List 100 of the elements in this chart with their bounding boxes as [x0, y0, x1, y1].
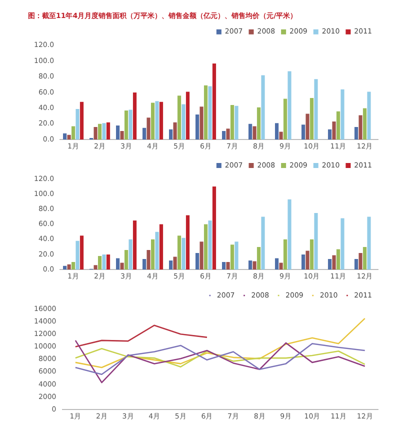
bar: [274, 258, 279, 270]
bar: [102, 254, 106, 270]
bar: [173, 256, 177, 270]
bar: [252, 126, 256, 140]
bar: [76, 108, 80, 140]
bar: [288, 199, 292, 270]
bar: [279, 262, 283, 270]
bar: [358, 115, 362, 140]
bar: [362, 246, 367, 270]
bar: [177, 96, 182, 140]
bar: [116, 258, 120, 270]
bar: [146, 250, 150, 270]
bar: [124, 250, 128, 270]
bar: [128, 239, 132, 270]
bar: [328, 129, 332, 140]
bar: [208, 220, 212, 270]
bar: [128, 110, 132, 140]
bar: [150, 102, 155, 140]
bar: [80, 102, 84, 140]
bar: [212, 63, 216, 140]
bar: [173, 122, 177, 140]
bar: [301, 124, 306, 140]
bar: [230, 105, 234, 140]
bar: [306, 114, 310, 140]
bar: [200, 106, 204, 140]
bar: [310, 98, 314, 140]
bar: [283, 239, 288, 270]
bar: [226, 128, 230, 140]
bar: [132, 92, 137, 140]
bar: [256, 246, 261, 270]
bar: [222, 262, 226, 270]
bar: [261, 216, 265, 270]
bar: [367, 92, 371, 140]
bar: [102, 123, 106, 140]
bar: [288, 71, 292, 140]
bar: [340, 218, 344, 270]
bar: [146, 118, 150, 140]
bar: [186, 215, 190, 270]
bar: [204, 85, 208, 140]
bar: [67, 134, 71, 140]
bar: [340, 89, 344, 140]
bar: [200, 242, 204, 270]
bar: [94, 127, 98, 140]
bar: [367, 216, 371, 270]
bar: [67, 264, 71, 270]
bar: [63, 133, 67, 140]
bar: [116, 125, 120, 140]
bar: [328, 259, 332, 270]
bar: [155, 232, 159, 270]
bar: [248, 124, 252, 140]
bar: [94, 265, 98, 270]
bar: [208, 86, 212, 140]
bar: [168, 260, 173, 270]
bar: [256, 107, 261, 140]
bar: [76, 240, 80, 270]
bar: [212, 186, 216, 270]
bar: [132, 220, 137, 270]
bar: [195, 252, 200, 270]
bar: [306, 250, 310, 270]
bar: [120, 130, 124, 140]
bar: [182, 104, 186, 140]
bar: [204, 224, 208, 270]
bar: [336, 111, 340, 140]
bar: [71, 262, 76, 270]
bar: [279, 132, 283, 140]
bar: [248, 260, 252, 270]
bar: [80, 236, 84, 270]
bar: [252, 261, 256, 270]
bar: [274, 123, 279, 140]
bar: [301, 254, 306, 270]
bar: [106, 122, 110, 140]
bar: [230, 244, 234, 270]
bar: [336, 249, 340, 270]
bar: [283, 98, 288, 140]
bar: [168, 129, 173, 140]
bar: [63, 266, 67, 270]
bar: [195, 114, 200, 140]
bar: [314, 79, 318, 140]
bar: [354, 259, 358, 270]
bar: [150, 239, 155, 270]
bar: [159, 102, 164, 140]
bar: [234, 242, 238, 270]
bar: [310, 239, 314, 270]
bar: [106, 254, 110, 270]
bar: [124, 110, 128, 140]
bar: [186, 92, 190, 140]
bar: [332, 255, 336, 270]
bar: [314, 212, 318, 270]
bar: [177, 236, 182, 270]
bar: [155, 101, 159, 140]
bar: [226, 262, 230, 270]
bar: [234, 106, 238, 140]
bar: [261, 75, 265, 140]
bar: [142, 128, 146, 140]
bar: [332, 122, 336, 140]
bar: [98, 256, 102, 270]
bar: [362, 108, 367, 140]
bar: [222, 130, 226, 140]
bar: [182, 238, 186, 270]
bar: [142, 259, 146, 270]
